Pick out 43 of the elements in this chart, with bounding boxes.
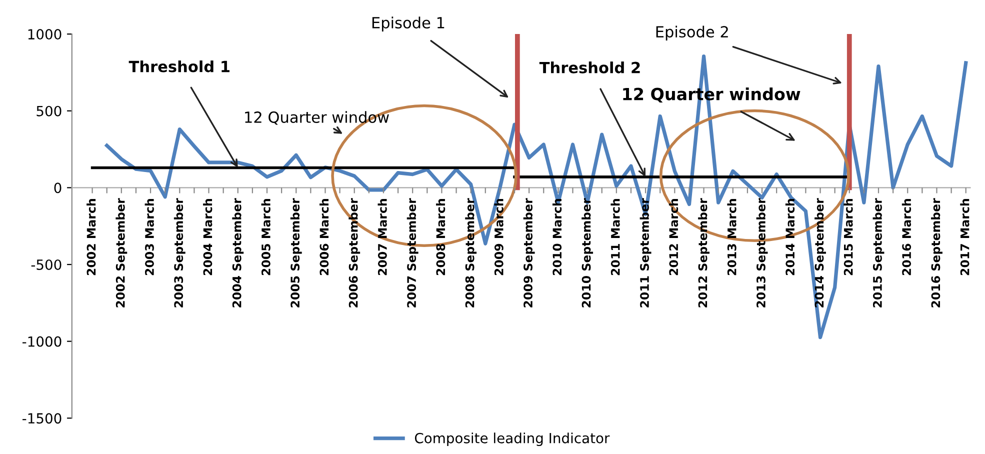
x-tick-label: 2010 September — [582, 198, 594, 308]
x-tick-label: 2007 September — [406, 198, 418, 308]
x-tick-label: 2015 September — [872, 198, 884, 308]
y-tick-label: -1500 — [22, 413, 62, 424]
x-tick-label: 2017 March — [960, 199, 970, 276]
x-tick-label: 2014 September — [814, 198, 826, 308]
y-tick-label: 1000 — [28, 29, 62, 40]
x-tick-label: 2015 March — [844, 199, 853, 276]
annotation: Episode 2 — [656, 26, 728, 41]
y-tick-label: -500 — [31, 259, 62, 270]
x-tick-label: 2009 March — [494, 199, 504, 276]
y-tick-label: -1000 — [22, 336, 62, 347]
x-tick-label: 2004 September — [232, 198, 244, 308]
x-tick-label: 2012 March — [668, 199, 678, 276]
x-tick-label: 2005 September — [290, 198, 302, 308]
x-tick-label: 2005 March — [261, 199, 270, 276]
x-tick-label: 2003 September — [174, 198, 186, 308]
annotation: Threshold 1 — [128, 60, 230, 72]
x-tick-label: 2016 September — [931, 198, 942, 308]
x-tick-label: 2014 March — [785, 199, 795, 276]
x-tick-label: 2012 September — [698, 198, 710, 308]
x-tick-label: 2008 September — [465, 198, 477, 308]
x-tick-label: 2002 March — [86, 199, 96, 276]
x-tick-label: 2006 March — [320, 199, 329, 276]
x-tick-label: 2002 September — [116, 198, 128, 308]
x-tick-label: 2006 September — [348, 198, 360, 308]
x-tick-label: 2010 March — [552, 199, 562, 276]
legend-label: Composite leading Indicator — [414, 432, 610, 446]
y-tick-label: 500 — [36, 106, 62, 116]
line-series — [105, 54, 968, 340]
x-tick-label: 2016 March — [902, 199, 912, 276]
x-tick-label: 2011 September — [640, 198, 652, 308]
x-tick-label: 2004 March — [203, 199, 212, 276]
x-tick-label: 2011 March — [610, 199, 620, 276]
annotation: Threshold 2 — [539, 62, 640, 74]
x-tick-label: 2008 March — [436, 199, 446, 276]
text: Episode 1 — [372, 16, 444, 32]
y-tick-label: 0 — [54, 182, 62, 194]
x-tick-label: 2007 March — [378, 199, 387, 276]
x-tick-label: 2003 March — [144, 199, 154, 276]
x-tick-label: 2009 September — [523, 198, 535, 308]
x-tick-label: 2013 September — [756, 198, 768, 308]
x-tick-label: 2013 March — [727, 199, 736, 276]
